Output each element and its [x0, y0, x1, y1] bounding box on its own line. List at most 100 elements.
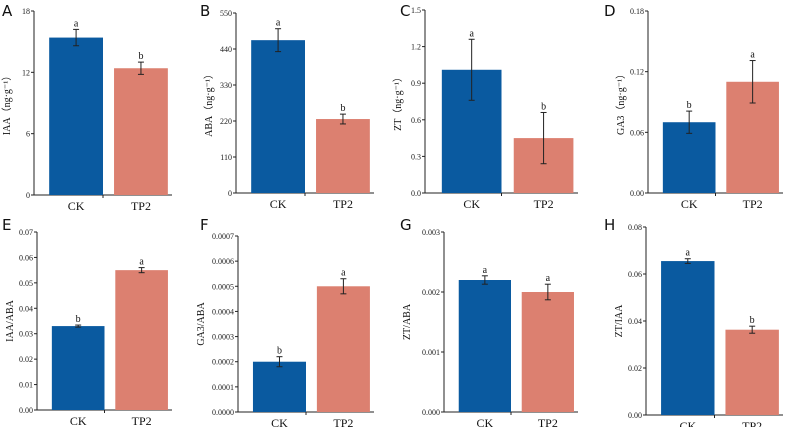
- bar-tp2: [316, 119, 370, 193]
- bar-tp2: [114, 68, 168, 195]
- y-tick-label: 0.12: [630, 68, 644, 77]
- panel-label: H: [604, 216, 615, 234]
- y-tick-label: 550: [220, 9, 232, 18]
- bar-ck: [51, 326, 105, 410]
- y-axis-label: GA3/ABA: [196, 302, 207, 346]
- y-tick-label: 0.00: [630, 189, 644, 198]
- significance-label: b: [541, 101, 546, 112]
- y-tick-label: 0.08: [628, 223, 642, 232]
- category-label: TP2: [742, 419, 762, 427]
- y-tick-label: 0.00: [628, 411, 642, 420]
- y-tick-label: 440: [220, 45, 232, 54]
- y-tick-label: 0.0003: [212, 333, 234, 342]
- significance-label: b: [138, 51, 143, 62]
- bar-ck: [252, 361, 306, 412]
- category-label: CK: [270, 197, 287, 211]
- y-tick-label: 220: [220, 117, 232, 126]
- category-label: CK: [70, 414, 87, 427]
- y-tick-label: 0.9: [411, 79, 421, 88]
- y-tick-label: 0.06: [628, 270, 642, 279]
- y-tick-label: 0.02: [19, 355, 33, 364]
- y-axis-label: GA3（ng·g⁻¹）: [615, 69, 627, 135]
- y-tick-label: 1.2: [411, 43, 421, 52]
- bar-tp2: [115, 270, 168, 410]
- y-axis-label: ZT（ng·g⁻¹）: [392, 72, 404, 131]
- y-tick-label: 12: [22, 68, 30, 77]
- category-label: CK: [68, 199, 85, 213]
- y-tick-label: 0: [26, 191, 30, 200]
- panel-label: C: [400, 2, 410, 20]
- category-label: TP2: [333, 416, 353, 427]
- significance-label: a: [74, 18, 79, 29]
- category-label: CK: [477, 416, 494, 427]
- y-tick-label: 330: [220, 81, 232, 90]
- panel-label: F: [200, 216, 209, 234]
- y-tick-label: 0.6: [411, 116, 421, 125]
- bar-tp2: [521, 292, 574, 412]
- y-tick-label: 0.05: [19, 279, 33, 288]
- y-tick-label: 0.01: [19, 381, 33, 390]
- y-axis-label: IAA/ABA: [5, 299, 16, 341]
- significance-label: a: [276, 18, 281, 29]
- y-tick-label: 0.0004: [212, 307, 234, 316]
- y-axis-label: ZT/ABA: [402, 303, 413, 340]
- significance-label: a: [139, 257, 144, 268]
- y-tick-label: 0: [228, 189, 232, 198]
- bar-ck: [251, 40, 305, 193]
- y-tick-label: 0.00: [19, 406, 33, 415]
- bar-tp2: [316, 286, 370, 412]
- panel-label: B: [200, 2, 210, 20]
- significance-label: a: [341, 268, 346, 279]
- y-tick-label: 0.002: [422, 288, 440, 297]
- significance-label: a: [483, 265, 488, 276]
- y-tick-label: 0.0001: [212, 383, 234, 392]
- y-tick-label: 0.0: [411, 189, 421, 198]
- y-tick-label: 0.04: [628, 317, 642, 326]
- y-tick-label: 18: [22, 7, 30, 16]
- y-tick-label: 6: [26, 130, 30, 139]
- y-tick-label: 0.02: [628, 364, 642, 373]
- y-tick-label: 0.0006: [212, 257, 234, 266]
- category-label: TP2: [743, 197, 763, 211]
- category-label: CK: [679, 419, 696, 427]
- panel-label: E: [2, 216, 11, 234]
- y-tick-label: 0.000: [422, 408, 440, 417]
- significance-label: a: [750, 50, 755, 61]
- y-tick-label: 0.06: [19, 253, 33, 262]
- y-tick-label: 0.0007: [212, 232, 234, 241]
- category-label: CK: [271, 416, 288, 427]
- y-tick-label: 1.5: [411, 6, 421, 15]
- y-tick-label: 0.3: [411, 152, 421, 161]
- significance-label: b: [687, 100, 692, 111]
- significance-label: a: [546, 273, 551, 284]
- y-tick-label: 0.04: [19, 304, 33, 313]
- significance-label: b: [340, 103, 345, 114]
- category-label: CK: [463, 197, 480, 211]
- y-tick-label: 0.06: [630, 128, 644, 137]
- y-tick-label: 0.001: [422, 348, 440, 357]
- y-axis-label: ZT/IAA: [614, 304, 625, 338]
- y-tick-label: 0.0002: [212, 358, 234, 367]
- bar-ck: [662, 122, 716, 193]
- bar-ck: [49, 37, 103, 196]
- category-label: CK: [681, 197, 698, 211]
- bar-ck: [661, 261, 715, 415]
- y-tick-label: 0.03: [19, 330, 33, 339]
- panel-label: D: [604, 2, 616, 20]
- bar-tp2: [725, 329, 779, 415]
- panel-label: G: [400, 216, 412, 234]
- significance-label: a: [469, 28, 474, 39]
- y-tick-label: 110: [220, 153, 232, 162]
- category-label: TP2: [534, 197, 554, 211]
- category-label: TP2: [132, 414, 152, 427]
- category-label: TP2: [538, 416, 558, 427]
- category-label: TP2: [333, 197, 353, 211]
- y-axis-label: ABA（ng·g⁻¹）: [203, 69, 215, 137]
- panel-label: A: [2, 2, 13, 20]
- y-tick-label: 0.07: [19, 228, 33, 237]
- bar-ck: [458, 280, 511, 412]
- significance-label: b: [277, 346, 282, 357]
- category-label: TP2: [131, 199, 151, 213]
